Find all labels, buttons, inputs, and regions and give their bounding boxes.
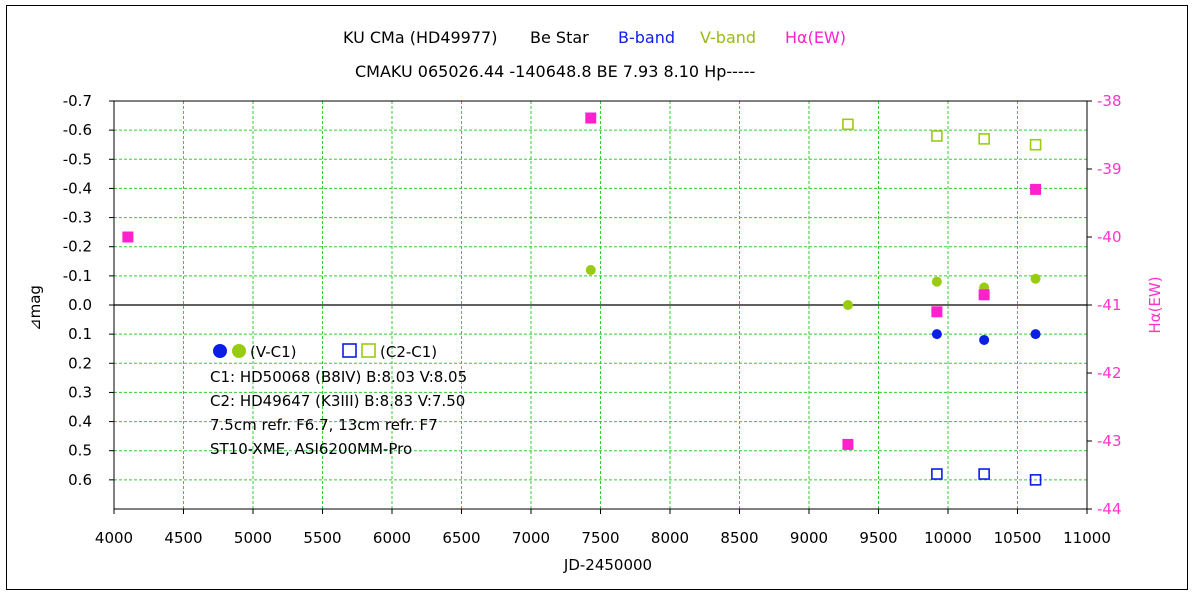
y-right-axis-label: Hα(EW) (1146, 276, 1164, 333)
point-h-ew (1030, 183, 1042, 195)
point-v-c2-c1 (931, 130, 943, 142)
y-tick-label: 0.1 (68, 325, 92, 343)
point-v-v-c1 (931, 276, 942, 287)
point-b-v-c1 (931, 329, 942, 340)
y-tick-labels: -0.7 -0.6 -0.5 -0.4 -0.3 -0.2 -0.1 0.0 0.1 0.2 0.3… (63, 92, 92, 489)
x-tick-label: 5000 (234, 529, 272, 547)
y-right-tick-label: -44 (1097, 500, 1122, 518)
legend-v-circle-marker (232, 344, 246, 358)
note-c2: C2: HD49647 (K3III) B:8.83 V:7.50 (210, 392, 465, 410)
legend-v-square-marker (361, 343, 376, 358)
point-v-c2-c1 (978, 133, 990, 145)
point-v-v-c1 (842, 300, 853, 310)
point-b-c2-c1 (931, 468, 943, 480)
x-tick-label: 4000 (95, 529, 133, 547)
y-tick-label: 0.3 (68, 383, 92, 401)
x-tick-label: 7500 (581, 529, 619, 547)
y-tick-label: 0.5 (68, 442, 92, 460)
point-v-v-c1 (585, 265, 596, 276)
x-tick-label: 8000 (651, 529, 689, 547)
axes (109, 100, 1092, 514)
y-tick-label: -0.6 (63, 121, 92, 139)
legend: (V-C1) (C2-C1) (213, 343, 437, 361)
point-b-v-c1 (1030, 329, 1041, 340)
title-class: Be Star (530, 28, 589, 47)
point-v-c2-c1 (1029, 138, 1042, 151)
title-v-band: V-band (700, 28, 756, 47)
y-tick-label: -0.2 (63, 238, 92, 256)
point-h-ew (978, 289, 990, 301)
point-h-ew (842, 438, 854, 450)
title-star: KU CMa (HD49977) (343, 28, 497, 47)
y-tick-label: -0.7 (63, 92, 92, 110)
title-b-band: B-band (618, 28, 675, 47)
y-tick-label: 0.6 (68, 471, 92, 489)
point-b-c2-c1 (1029, 474, 1042, 486)
legend-c2c1-label: (C2-C1) (380, 343, 437, 361)
legend-b-square-marker (342, 343, 357, 358)
point-h-ew (585, 112, 597, 124)
chart-frame (6, 5, 1188, 590)
x-tick-label: 6500 (442, 529, 480, 547)
x-tick-label: 11000 (1063, 529, 1111, 547)
point-b-c2-c1 (978, 468, 990, 480)
x-tick-label: 6000 (373, 529, 411, 547)
chart-title: KU CMa (HD49977) Be Star B-band V-band H… (343, 28, 846, 47)
x-tick-label: 10500 (994, 529, 1042, 547)
y-right-tick-labels: -38 -39 -40 -41 -42 -43 -44 (1097, 92, 1122, 518)
chart-subtitle: CMAKU 065026.44 -140648.8 BE 7.93 8.10 H… (355, 62, 755, 81)
x-tick-label: 8500 (720, 529, 758, 547)
x-tick-label: 5500 (303, 529, 341, 547)
title-halpha: Hα(EW) (785, 28, 846, 47)
point-h-ew (122, 231, 134, 243)
note-c1: C1: HD50068 (B8IV) B:8.03 V:8.05 (210, 368, 467, 386)
point-h-ew (931, 306, 943, 318)
y-right-tick-label: -38 (1097, 92, 1122, 110)
point-v-v-c1 (1030, 273, 1041, 284)
y-right-tick-label: -43 (1097, 432, 1122, 450)
y-tick-label: -0.1 (63, 267, 92, 285)
legend-b-circle-marker (213, 344, 227, 358)
y-right-tick-label: -42 (1097, 364, 1122, 382)
x-tick-label: 4500 (164, 529, 202, 547)
y-tick-label: 0.4 (68, 413, 92, 431)
grid (114, 101, 1087, 509)
y-tick-label: 0.2 (68, 354, 92, 372)
y-right-tick-label: -41 (1097, 296, 1122, 314)
x-tick-labels: 4000 4500 5000 5500 6000 6500 7000 7500 8000 8500… (95, 529, 1111, 547)
data-points (122, 112, 1042, 486)
y-right-tick-label: -39 (1097, 160, 1122, 178)
x-tick-label: 7000 (512, 529, 550, 547)
legend-vc1-label: (V-C1) (250, 343, 297, 361)
x-tick-label: 9000 (790, 529, 828, 547)
note-optics: 7.5cm refr. F6.7, 13cm refr. F7 (210, 416, 438, 434)
x-tick-label: 10000 (924, 529, 972, 547)
y-right-tick-label: -40 (1097, 228, 1122, 246)
y-tick-label: -0.3 (63, 209, 92, 227)
x-axis-label: JD-2450000 (563, 556, 652, 574)
x-tick-label: 9500 (859, 529, 897, 547)
note-camera: ST10-XME, ASI6200MM-Pro (210, 440, 412, 458)
y-tick-label: -0.4 (63, 179, 92, 197)
y-tick-label: 0.0 (68, 296, 92, 314)
point-b-v-c1 (979, 334, 990, 345)
y-axis-label: ⊿mag (26, 285, 44, 331)
notes: C1: HD50068 (B8IV) B:8.03 V:8.05 C2: HD4… (210, 368, 467, 458)
point-v-c2-c1 (842, 118, 854, 131)
y-tick-label: -0.5 (63, 150, 92, 168)
